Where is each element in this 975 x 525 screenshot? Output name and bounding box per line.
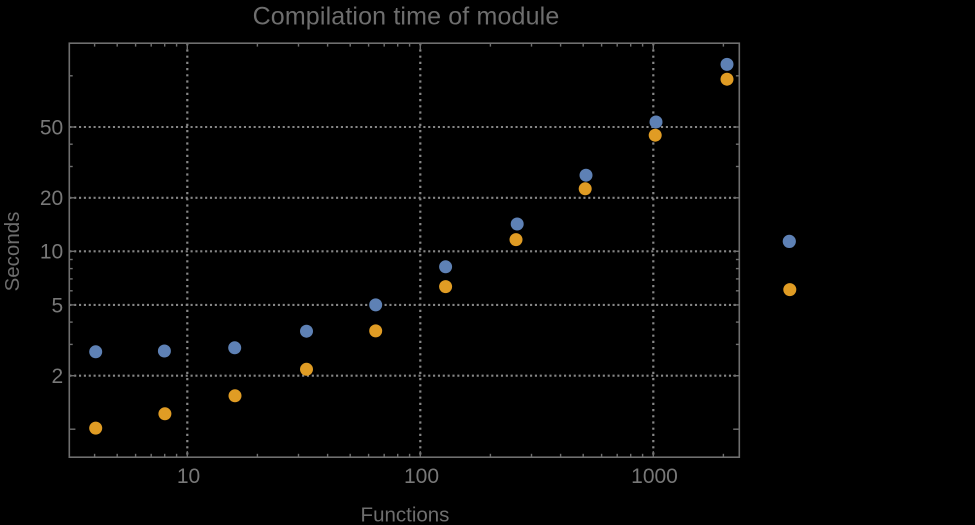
svg-text:5: 5: [52, 294, 64, 317]
svg-text:Compilation time of module: Compilation time of module: [253, 3, 560, 31]
svg-text:Seconds: Seconds: [1, 212, 24, 292]
svg-text:1000: 1000: [631, 465, 678, 488]
svg-text:50: 50: [40, 116, 63, 139]
svg-text:100: 100: [404, 465, 439, 488]
svg-text:Functions: Functions: [361, 503, 450, 525]
svg-text:2: 2: [52, 365, 64, 388]
svg-text:20: 20: [40, 187, 63, 210]
svg-text:10: 10: [177, 465, 200, 488]
svg-text:10: 10: [40, 241, 63, 264]
